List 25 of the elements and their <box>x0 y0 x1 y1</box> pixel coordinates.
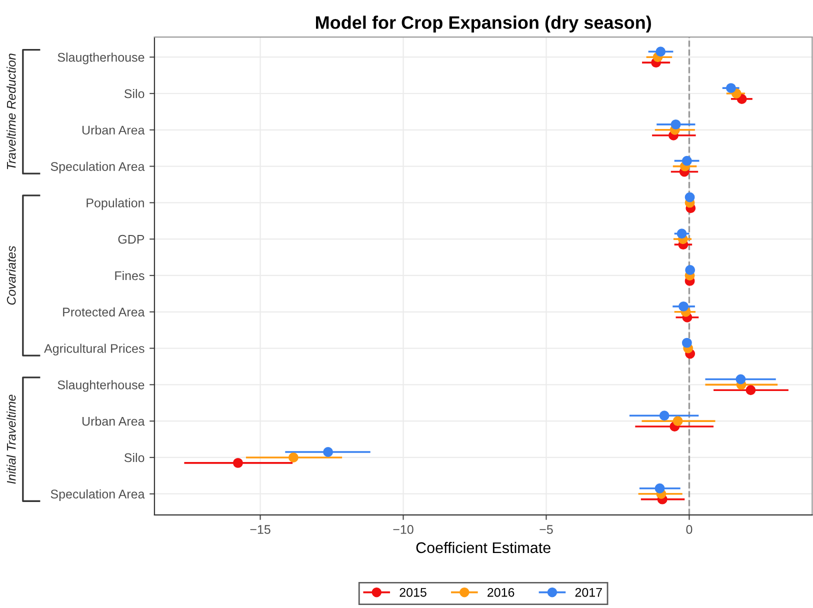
y-tick-label: Silo <box>124 88 144 98</box>
x-tick-label: −10 <box>393 525 414 534</box>
legend-label: 2017 <box>575 588 602 597</box>
y-tick-label: Slaugtherhouse <box>58 52 144 64</box>
y-tick-label: Speculation Area <box>50 489 145 501</box>
text: Initial Traveltime <box>6 394 16 484</box>
y-tick-label: Agricultural Prices <box>44 344 144 356</box>
y-tick-label: Population <box>86 198 144 210</box>
y-tick-label: Silo <box>124 452 144 462</box>
chart-title: Model for Crop Expansion (dry season) <box>316 16 651 32</box>
legend-label: 2016 <box>488 588 514 597</box>
y-tick-label: Slaughterhouse <box>58 380 144 392</box>
x-axis-title: Coefficient Estimate <box>416 542 550 554</box>
y-tick-label: GDP <box>118 234 144 244</box>
text: Traveltime Reduction <box>6 54 16 170</box>
y-tick-label: Urban Area <box>82 416 145 426</box>
legend-label: 2015 <box>400 588 426 597</box>
y-tick-label: Urban Area <box>82 125 145 135</box>
y-tick-label: Speculation Area <box>50 162 145 174</box>
x-tick-label: 0 <box>686 525 692 534</box>
x-tick-label: −15 <box>250 525 270 534</box>
y-tick-label: Protected Area <box>63 307 145 317</box>
text: Covariates <box>6 246 16 305</box>
x-tick-label: −5 <box>540 525 553 534</box>
y-tick-label: Fines <box>115 270 144 280</box>
